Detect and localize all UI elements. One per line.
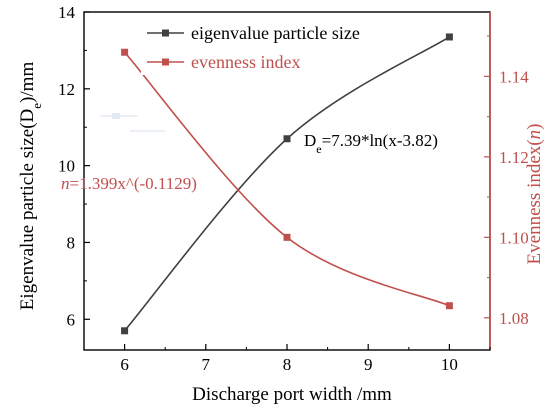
legend: eigenvalue particle size evenness index (141, 15, 378, 75)
data-point-evenness (445, 302, 453, 310)
y2-tick-label: 1.14 (499, 67, 529, 86)
annotation-fit-size-sub: e (316, 142, 321, 156)
data-point-evenness (283, 233, 291, 241)
y-tick-label: 12 (58, 80, 75, 99)
data-point-size (445, 33, 453, 41)
y2-tick-label: 1.10 (499, 228, 529, 247)
x-tick-label: 9 (364, 355, 373, 374)
y-axis-title-main: Eigenvalue particle size(D (17, 109, 38, 311)
x-axis-title: Discharge port width /mm (192, 384, 392, 405)
y2-axis-title-main: Evenness index( (524, 139, 545, 264)
legend-marker-evenness (162, 58, 169, 66)
y2-tick-label: 1.12 (499, 148, 529, 167)
y2-axis-title: Evenness index(n) (524, 124, 545, 265)
faint-overlay-legend (100, 113, 165, 132)
annotation-fit-evenness-prefix: n (61, 174, 70, 193)
annotation-fit-size-body: =7.39*ln(x-3.82) (322, 131, 438, 150)
y2-axis-title-italic: n (524, 130, 545, 140)
data-point-evenness (121, 48, 129, 56)
y2-axis-title-tail: ) (524, 124, 545, 130)
annotation-fit-evenness-body: =1.399x^(-0.1129) (70, 174, 197, 193)
legend-box (141, 15, 378, 75)
faint-legend-marker (112, 113, 120, 119)
legend-marker-size (162, 29, 169, 37)
y-axis-title-tail: )/mm (17, 62, 38, 103)
data-markers (121, 33, 453, 335)
x-tick-label: 7 (202, 355, 211, 374)
annotation-fit-evenness: n=1.399x^(-0.1129) (61, 174, 197, 193)
y-tick-label: 8 (67, 233, 76, 252)
legend-label-evenness: evenness index (191, 52, 300, 72)
x-tick-label: 10 (441, 355, 458, 374)
y-tick-label: 6 (67, 310, 76, 329)
legend-label-size: eigenvalue particle size (191, 23, 360, 43)
y-axis-title: Eigenvalue particle size(De)/mm (17, 62, 44, 311)
x-tick-label: 8 (283, 355, 292, 374)
annotation-fit-size-prefix: D (304, 131, 316, 150)
data-point-size (121, 327, 129, 335)
left-axis-ticks: 6 8 10 12 14 (58, 3, 90, 329)
right-axis-ticks: 1.08 1.10 1.12 1.14 (484, 35, 529, 328)
y-axis-title-sub: e (29, 103, 44, 109)
y-tick-label: 10 (58, 157, 75, 176)
y2-tick-label: 1.08 (499, 309, 529, 328)
annotation-fit-size: De=7.39*ln(x-3.82) (304, 131, 438, 156)
data-point-size (283, 135, 291, 143)
y-tick-label: 14 (58, 3, 76, 22)
x-tick-label: 6 (120, 355, 129, 374)
x-axis-ticks: 6 7 8 9 10 (83, 344, 491, 374)
